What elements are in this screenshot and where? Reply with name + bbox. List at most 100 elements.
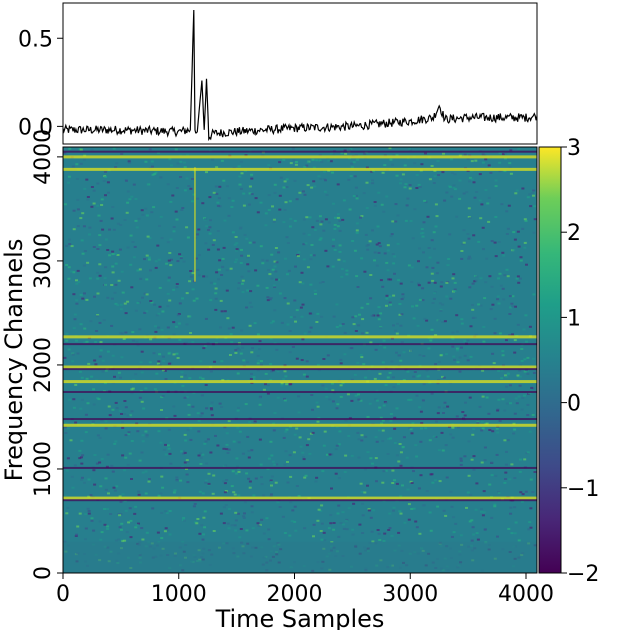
heatmap-dark-band <box>63 343 537 346</box>
heatmap-noise-pixel <box>295 427 299 430</box>
heatmap-noise-pixel <box>135 524 139 527</box>
heatmap-noise-pixel <box>430 165 434 167</box>
heatmap-noise-pixel <box>191 341 195 343</box>
heatmap-noise-pixel <box>530 192 534 195</box>
heatmap-noise-pixel <box>300 315 304 318</box>
heatmap-noise-pixel <box>424 152 427 155</box>
heatmap-noise-pixel <box>104 171 107 173</box>
heatmap-noise-pixel <box>140 209 144 212</box>
heatmap-noise-pixel <box>496 409 500 412</box>
heatmap-noise-pixel <box>377 532 381 535</box>
heatmap-noise-pixel <box>144 387 148 390</box>
heatmap-noise-pixel <box>350 378 354 381</box>
heatmap-noise-pixel <box>186 236 190 239</box>
heatmap-noise-pixel <box>303 527 307 530</box>
heatmap-noise-pixel <box>224 464 228 467</box>
heatmap-noise-pixel <box>494 216 498 218</box>
heatmap-noise-pixel <box>189 187 193 190</box>
heatmap-noise-pixel <box>425 319 429 322</box>
heatmap-noise-pixel <box>209 299 213 302</box>
heatmap-noise-pixel <box>305 216 309 219</box>
heatmap-noise-pixel <box>388 295 392 298</box>
heatmap-noise-pixel <box>477 240 481 243</box>
heatmap-noise-pixel <box>92 529 96 532</box>
heatmap-noise-pixel <box>134 219 138 222</box>
heatmap-noise-pixel <box>83 341 87 344</box>
heatmap-noise-pixel <box>340 275 344 278</box>
heatmap-noise-pixel <box>529 205 533 208</box>
heatmap-noise-pixel <box>251 347 254 350</box>
heatmap-noise-pixel <box>501 287 505 290</box>
heatmap-noise-pixel <box>516 275 520 278</box>
heatmap-noise-pixel <box>71 360 75 363</box>
heatmap-noise-pixel <box>160 237 164 240</box>
heatmap-noise-pixel <box>336 213 340 216</box>
heatmap-noise-pixel <box>64 432 68 434</box>
heatmap-noise-pixel <box>221 379 225 381</box>
heatmap-noise-pixel <box>113 375 116 378</box>
heatmap-noise-pixel <box>510 302 514 305</box>
heatmap-noise-pixel <box>433 169 437 172</box>
heatmap-noise-pixel <box>494 255 498 258</box>
heatmap-noise-pixel <box>318 159 322 162</box>
heatmap-noise-pixel <box>234 352 238 354</box>
heatmap-noise-pixel <box>332 392 336 394</box>
heatmap-noise-pixel <box>250 305 254 308</box>
heatmap-noise-pixel <box>293 433 297 436</box>
heatmap-noise-pixel <box>191 200 194 203</box>
heatmap-noise-pixel <box>189 427 193 430</box>
heatmap-noise-pixel <box>319 223 323 226</box>
heatmap-noise-pixel <box>268 273 272 276</box>
heatmap-noise-pixel <box>513 532 517 535</box>
heatmap-noise-pixel <box>362 192 366 195</box>
heatmap-noise-pixel <box>488 483 492 486</box>
heatmap-noise-pixel <box>216 201 220 204</box>
heatmap-noise-pixel <box>329 514 333 517</box>
heatmap-noise-pixel <box>269 337 273 340</box>
heatmap-noise-pixel <box>459 459 463 462</box>
heatmap-noise-pixel <box>94 341 98 343</box>
heatmap-noise-pixel <box>309 254 313 257</box>
heatmap-noise-pixel <box>360 306 364 309</box>
heatmap-noise-pixel <box>451 426 455 429</box>
heatmap-noise-pixel <box>265 517 269 520</box>
heatmap-noise-pixel <box>99 341 103 344</box>
heatmap-noise-pixel <box>373 201 377 203</box>
heatmap-noise-pixel <box>155 372 159 375</box>
heatmap-noise-pixel <box>238 175 242 178</box>
heatmap-noise-pixel <box>262 388 266 391</box>
heatmap-noise-pixel <box>418 185 422 188</box>
heatmap-noise-pixel <box>501 350 505 353</box>
heatmap-noise-pixel <box>241 279 245 282</box>
heatmap-noise-pixel <box>80 476 84 479</box>
heatmap-noise-pixel <box>228 508 231 510</box>
heatmap-noise-pixel <box>352 161 356 164</box>
heatmap-noise-pixel <box>139 277 143 280</box>
heatmap-noise-pixel <box>87 512 91 515</box>
heatmap-noise-pixel <box>250 505 254 508</box>
heatmap-noise-pixel <box>452 184 456 187</box>
heatmap-noise-pixel <box>256 284 260 287</box>
heatmap-noise-pixel <box>308 452 312 455</box>
heatmap-noise-pixel <box>387 529 391 531</box>
heatmap-noise-pixel <box>180 208 184 211</box>
heatmap-noise-pixel <box>129 519 133 522</box>
heatmap-noise-pixel <box>377 378 381 381</box>
heatmap-noise-pixel <box>270 370 274 373</box>
heatmap-noise-pixel <box>343 353 347 356</box>
heatmap-noise-pixel <box>385 304 388 307</box>
heatmap-noise-pixel <box>240 282 244 285</box>
heatmap-noise-pixel <box>437 174 441 176</box>
heatmap-noise-pixel <box>309 258 313 261</box>
heatmap-noise-pixel <box>320 522 324 525</box>
heatmap-noise-pixel <box>271 320 275 323</box>
heatmap-noise-pixel <box>339 395 343 398</box>
heatmap-noise-pixel <box>336 216 340 219</box>
heatmap-noise-pixel <box>109 513 113 515</box>
heatmap-noise-pixel <box>480 203 484 206</box>
heatmap-noise-pixel <box>442 152 445 155</box>
heatmap-noise-pixel <box>246 435 250 438</box>
heatmap-noise-pixel <box>273 286 277 288</box>
heatmap-noise-pixel <box>232 491 236 494</box>
heatmap-noise-pixel <box>85 178 89 181</box>
